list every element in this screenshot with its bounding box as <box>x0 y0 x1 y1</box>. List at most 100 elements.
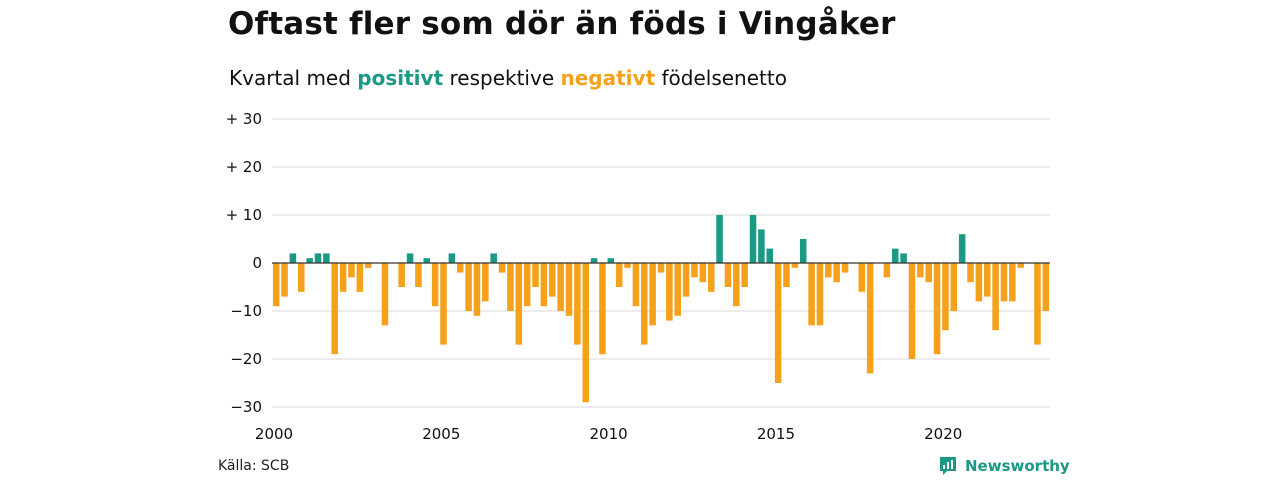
bar <box>967 263 974 283</box>
bar <box>724 263 732 287</box>
bar <box>448 253 456 263</box>
bar <box>1009 263 1016 302</box>
bar <box>825 263 832 278</box>
bar <box>808 263 815 326</box>
bar <box>574 263 581 345</box>
y-tick-label: + 30 <box>226 110 262 128</box>
bar <box>942 263 949 331</box>
chart-subtitle: Kvartal med positivt respektive negativt… <box>229 66 787 90</box>
y-tick-label: −10 <box>230 302 262 320</box>
bar <box>783 263 790 287</box>
y-tick-label: −30 <box>230 398 262 416</box>
bar <box>950 263 958 311</box>
subtitle-suffix: födelsenetto <box>661 66 787 90</box>
bar <box>1000 263 1008 302</box>
bar <box>1034 263 1041 345</box>
x-tick-label: 2005 <box>422 425 460 443</box>
bar <box>523 263 531 307</box>
bar <box>490 253 497 263</box>
bar <box>1042 263 1050 311</box>
bar <box>666 263 673 321</box>
chart-bars <box>272 215 1050 403</box>
bar <box>958 234 966 263</box>
bar <box>440 263 447 345</box>
bar <box>674 263 681 316</box>
bar <box>590 258 598 263</box>
bar <box>741 263 748 287</box>
bar <box>615 263 623 287</box>
bar <box>925 263 932 283</box>
bar <box>306 258 313 263</box>
bar <box>498 263 506 273</box>
bar <box>289 253 297 263</box>
bar <box>799 239 807 263</box>
bar <box>816 263 824 326</box>
bar <box>858 263 866 292</box>
bar <box>582 263 589 403</box>
bar <box>758 229 765 263</box>
bar <box>532 263 539 287</box>
brand-name: Newsworthy <box>965 457 1070 475</box>
bar <box>557 263 564 311</box>
bar <box>833 263 840 283</box>
bar <box>691 263 698 278</box>
bar <box>624 263 631 268</box>
bar <box>791 263 799 268</box>
bar <box>398 263 405 287</box>
subtitle-middle: respektive <box>449 66 555 90</box>
bar <box>473 263 481 316</box>
chart-title: Oftast fler som dör än föds i Vingåker <box>228 6 896 42</box>
x-tick-label: 2015 <box>757 425 795 443</box>
bar <box>917 263 924 278</box>
bar <box>515 263 523 345</box>
bar <box>331 263 339 355</box>
bar <box>841 263 849 273</box>
bar <box>482 263 489 302</box>
bar <box>348 263 355 278</box>
bar <box>507 263 514 311</box>
x-tick-label: 2010 <box>590 425 628 443</box>
newsworthy-logo-icon <box>940 457 956 475</box>
bar <box>339 263 347 292</box>
y-tick-label: + 10 <box>226 206 262 224</box>
bar <box>565 263 573 316</box>
bar <box>599 263 606 355</box>
bar <box>657 263 665 273</box>
bar <box>641 263 648 345</box>
source-note: Källa: SCB <box>218 458 290 474</box>
chart-axes: + 30 + 20 + 10 0 −10 −20 −30 2000 2005 2010 2015 20… <box>226 110 1050 443</box>
bar <box>891 248 899 263</box>
bar <box>883 263 891 278</box>
bar <box>992 263 999 331</box>
bar <box>281 263 288 297</box>
bar <box>1017 263 1024 268</box>
bar <box>774 263 782 383</box>
bar <box>465 263 472 311</box>
bar <box>431 263 439 307</box>
subtitle-prefix: Kvartal med <box>229 66 351 90</box>
bar <box>649 263 656 326</box>
y-tick-label: 0 <box>252 254 262 272</box>
bar <box>733 263 740 307</box>
bar <box>323 253 330 263</box>
x-tick-label: 2000 <box>255 425 293 443</box>
bar <box>866 263 874 374</box>
bar <box>908 263 916 359</box>
bar <box>314 253 322 263</box>
bar <box>607 258 615 263</box>
x-tick-label: 2020 <box>924 425 962 443</box>
subtitle-positive-label: positivt <box>357 66 444 90</box>
bar <box>707 263 715 292</box>
y-tick-label: −20 <box>230 350 262 368</box>
bar <box>716 215 723 263</box>
bar <box>406 253 414 263</box>
bar <box>381 263 389 326</box>
bar <box>548 263 556 297</box>
brand-logo: Newsworthy <box>938 456 1070 476</box>
bar <box>749 215 757 263</box>
y-tick-label: + 20 <box>226 158 262 176</box>
bar <box>682 263 690 297</box>
bar <box>632 263 640 307</box>
bar <box>984 263 991 297</box>
